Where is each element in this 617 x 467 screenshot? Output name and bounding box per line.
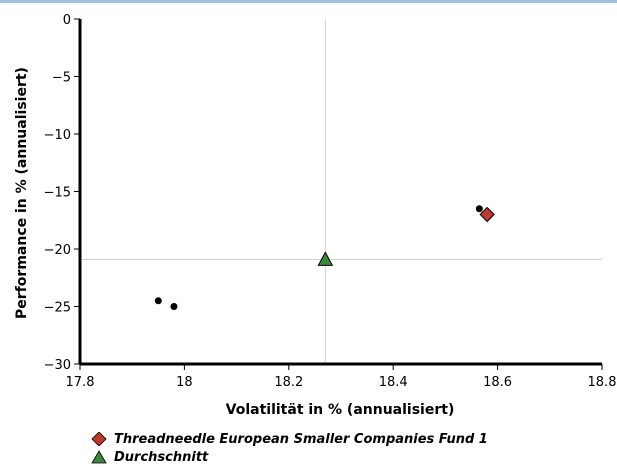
top-border bbox=[0, 0, 617, 3]
x-tick-label: 18 bbox=[176, 375, 193, 390]
y-tick-label: −15 bbox=[44, 186, 71, 201]
legend-item-average: Durchschnitt bbox=[90, 448, 488, 466]
y-tick-label: −30 bbox=[44, 358, 71, 373]
x-tick-label: 18.8 bbox=[588, 375, 617, 390]
x-tick-label: 18.2 bbox=[274, 375, 303, 390]
legend-label-average: Durchschnitt bbox=[114, 449, 209, 465]
x-axis-title: Volatilität in % (annualisiert) bbox=[226, 402, 455, 418]
legend: Threadneedle European Smaller Companies … bbox=[90, 430, 488, 466]
reference-lines bbox=[80, 19, 602, 364]
data-points bbox=[154, 205, 495, 310]
y-tick-label: −10 bbox=[44, 128, 71, 143]
x-tick-label: 18.4 bbox=[379, 375, 408, 390]
legend-item-fund: Threadneedle European Smaller Companies … bbox=[90, 430, 488, 448]
data-point-fund-diamond bbox=[479, 206, 495, 223]
red-diamond-icon bbox=[91, 432, 107, 446]
scatter-chart: 17.8 18 18.2 18.4 18.6 18.8 0 −5 −10 −15 −20 −25 −3… bbox=[14, 13, 617, 418]
y-tick-label: 0 bbox=[63, 13, 71, 28]
legend-label-fund: Threadneedle European Smaller Companies … bbox=[114, 431, 488, 447]
y-tick-label: −5 bbox=[52, 71, 71, 86]
x-tick-label: 17.8 bbox=[66, 375, 95, 390]
data-point-average-triangle bbox=[317, 251, 334, 266]
x-tick-label: 18.6 bbox=[483, 375, 512, 390]
data-point-dot bbox=[154, 297, 162, 305]
y-tick-label: −25 bbox=[44, 301, 71, 316]
data-point-dot bbox=[475, 205, 483, 213]
axes bbox=[78, 19, 602, 366]
data-point-dot bbox=[170, 303, 178, 310]
green-triangle-icon bbox=[91, 450, 107, 464]
y-tick-label: −20 bbox=[44, 243, 71, 258]
y-axis-ticks: 0 −5 −10 −15 −20 −25 −30 bbox=[44, 13, 80, 373]
x-axis-ticks: 17.8 18 18.2 18.4 18.6 18.8 bbox=[66, 364, 617, 390]
y-axis-title: Performance in % (annualisiert) bbox=[14, 67, 30, 319]
